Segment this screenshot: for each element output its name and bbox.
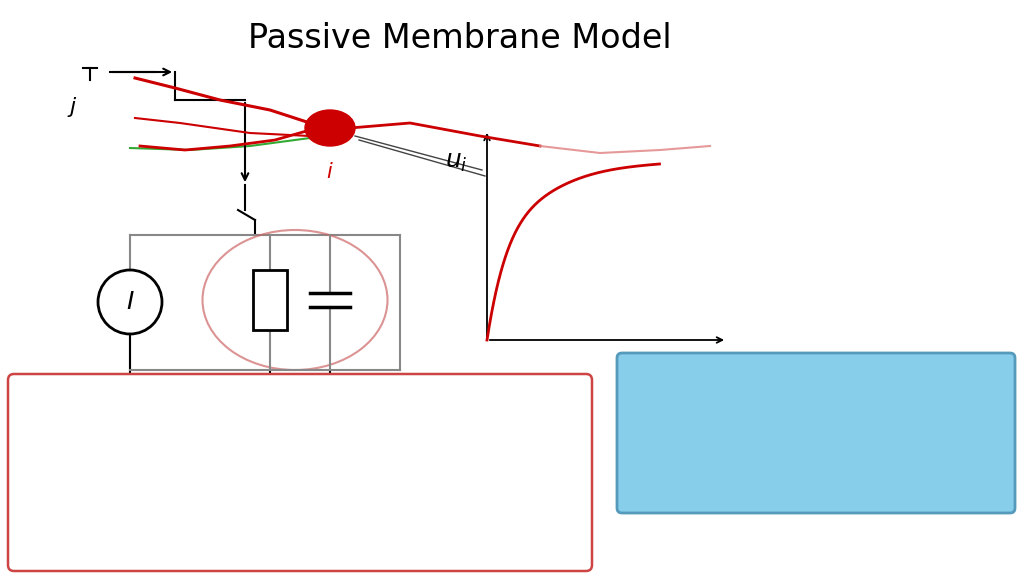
Text: $I$: $I$ bbox=[126, 290, 134, 314]
Text: $\tau \cdot \dfrac{d}{dt}u = -(u - u_{rest}) + RI(t)$: $\tau \cdot \dfrac{d}{dt}u = -(u - u_{re… bbox=[40, 405, 366, 452]
FancyBboxPatch shape bbox=[253, 270, 287, 330]
Text: $j$: $j$ bbox=[67, 95, 78, 119]
Text: Voltage rescaling: Voltage rescaling bbox=[638, 430, 923, 458]
Text: $\tau \cdot \dfrac{d}{dt}V = -V + RI(t); \quad V = (u - u_{rest})$: $\tau \cdot \dfrac{d}{dt}V = -V + RI(t);… bbox=[40, 470, 465, 517]
FancyBboxPatch shape bbox=[8, 374, 592, 571]
Text: Passive Membrane Model: Passive Membrane Model bbox=[248, 22, 672, 55]
Text: $i$: $i$ bbox=[327, 162, 334, 182]
Ellipse shape bbox=[305, 110, 355, 146]
FancyBboxPatch shape bbox=[617, 353, 1015, 513]
Text: Math Development:: Math Development: bbox=[638, 378, 962, 406]
Text: $u_i$: $u_i$ bbox=[445, 150, 468, 174]
